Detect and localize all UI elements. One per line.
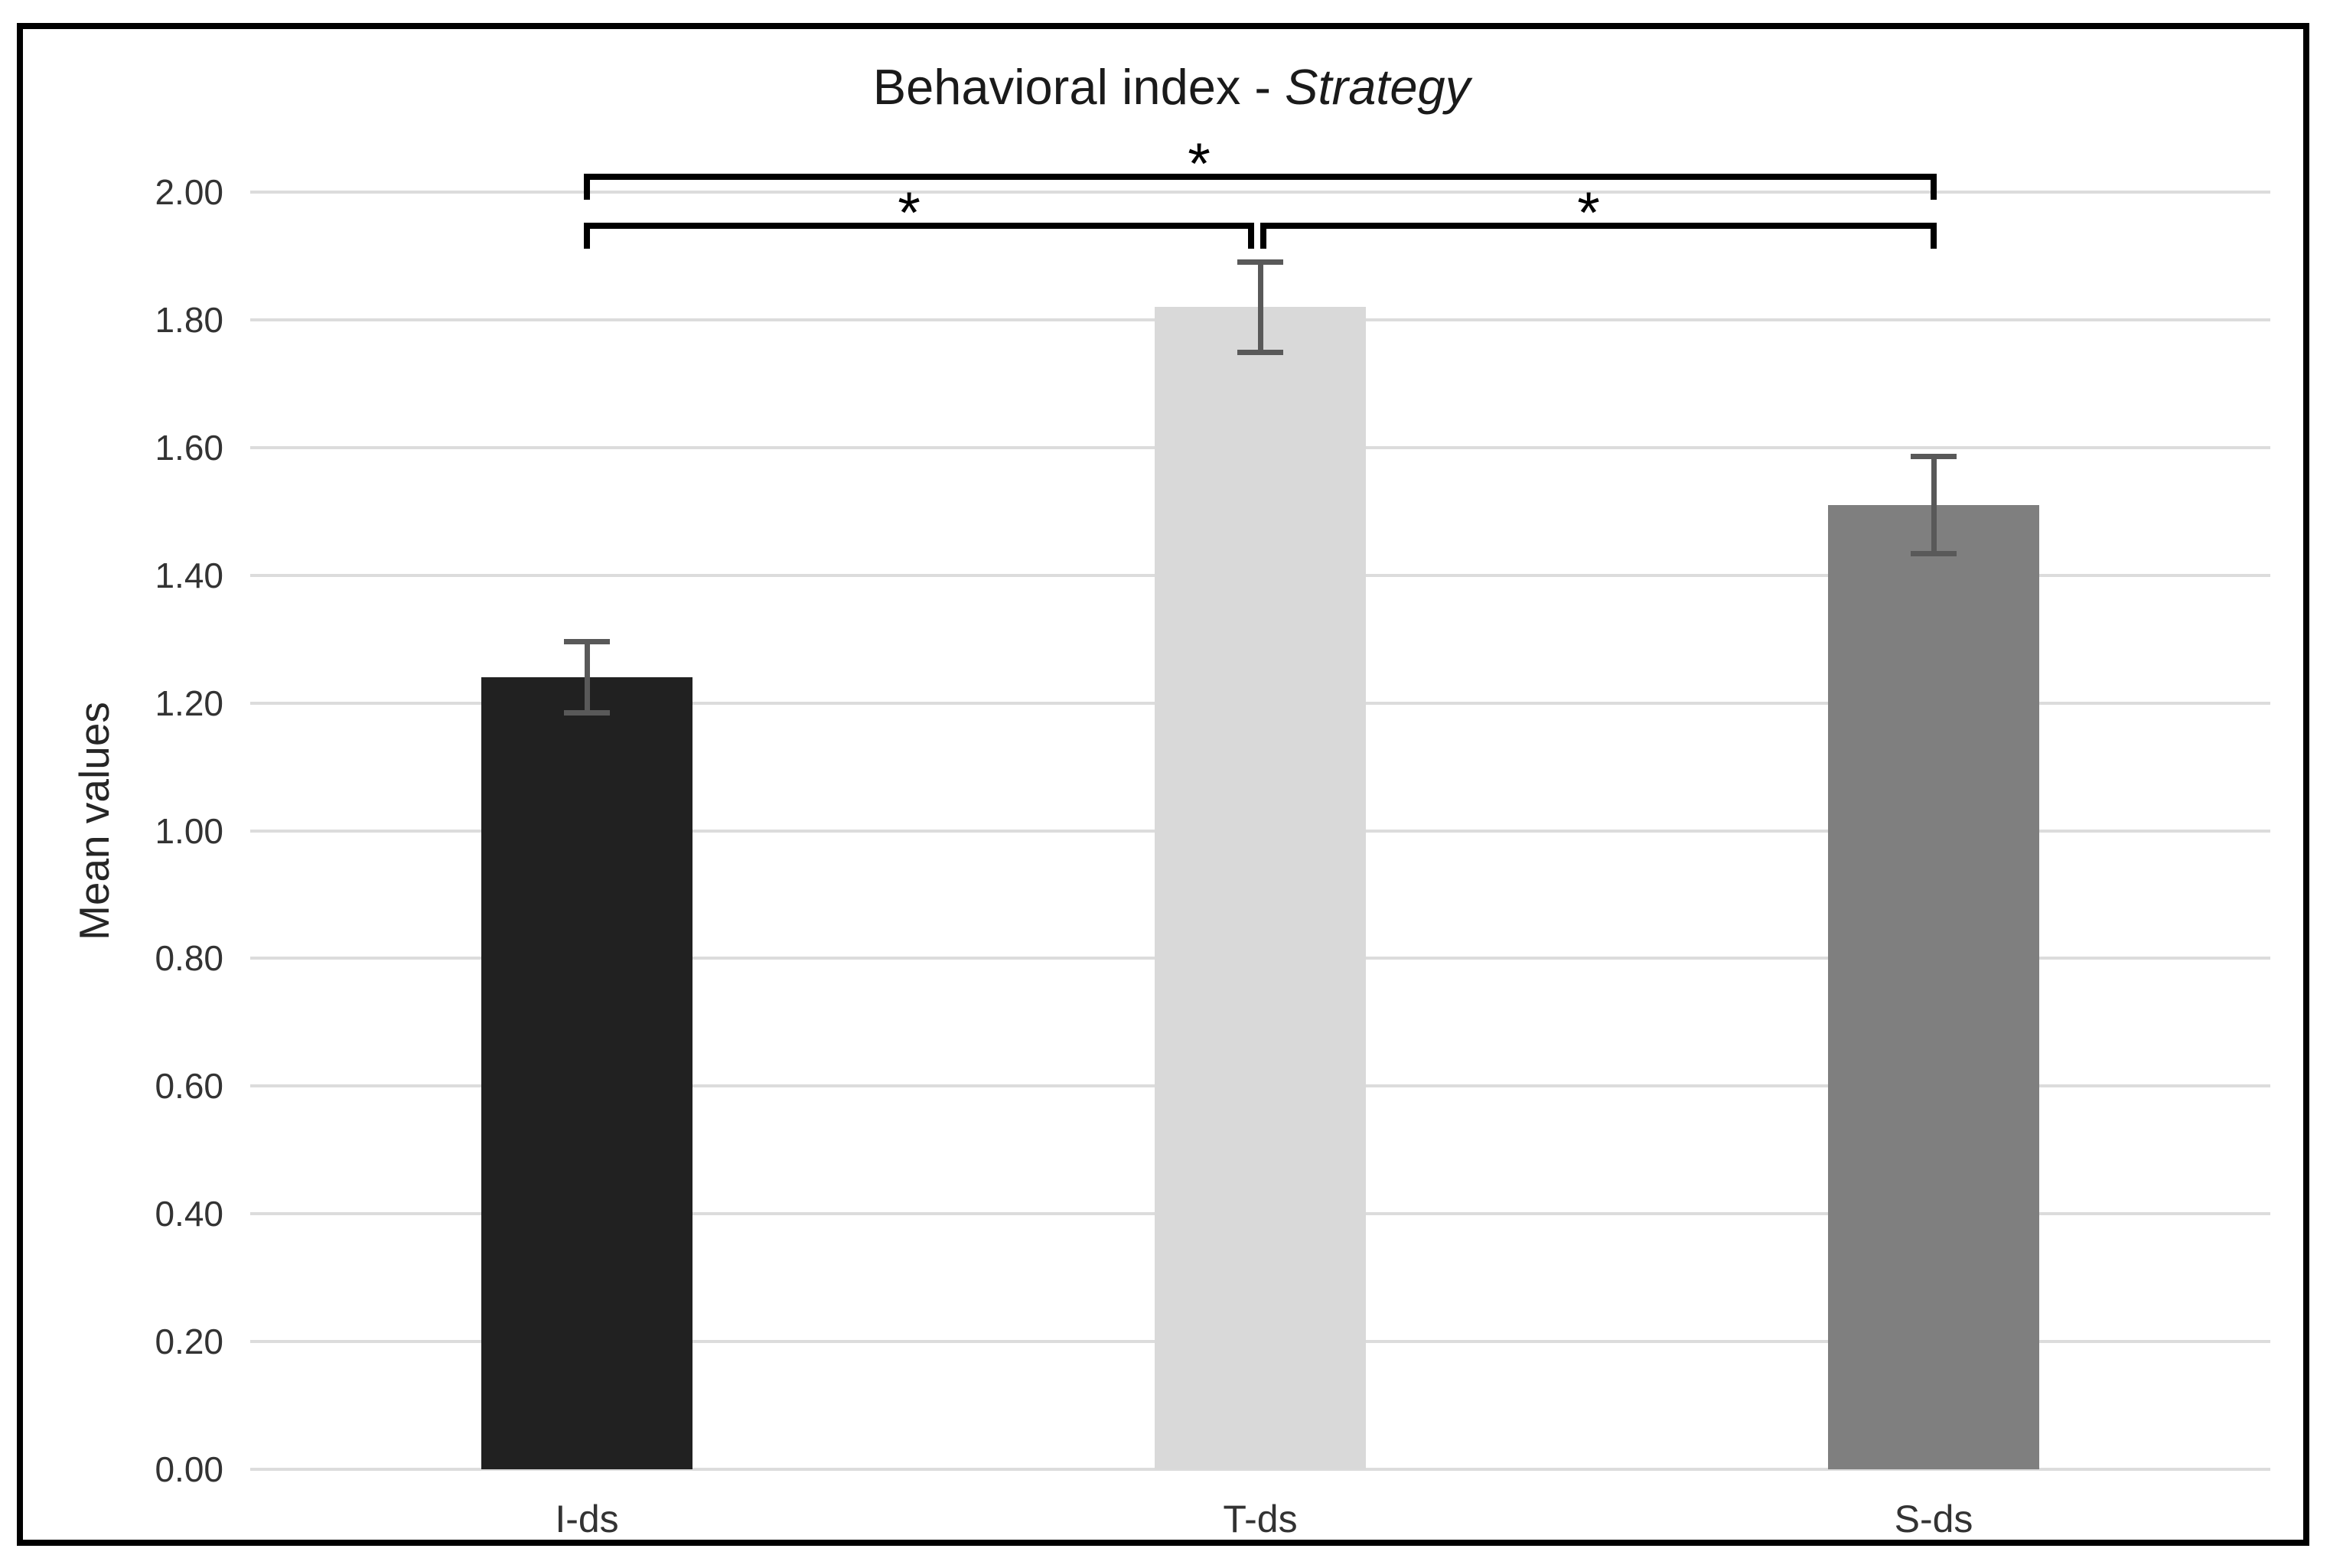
- chart-title-prefix: Behavioral index -: [872, 59, 1286, 115]
- y-axis-tick-label: 1.80: [155, 299, 223, 340]
- y-axis-tick-label: 2.00: [155, 172, 223, 212]
- significance-bracket-tick: [1260, 223, 1266, 249]
- significance-bracket-line: [584, 174, 1937, 180]
- error-bar-cap: [1237, 349, 1283, 355]
- error-bar-cap: [1911, 454, 1957, 460]
- bar: [1828, 504, 2039, 1469]
- significance-bracket-tick: [1931, 223, 1937, 249]
- chart-title-emphasis: Strategy: [1285, 59, 1471, 115]
- error-bar: [584, 639, 590, 716]
- gridline: [250, 191, 2270, 194]
- x-axis-category-label: I-ds: [555, 1498, 619, 1540]
- significance-bracket-line: [584, 223, 1254, 229]
- y-axis-tick-label: 1.00: [155, 810, 223, 851]
- gridline: [250, 1468, 2270, 1471]
- significance-bracket-tick: [1931, 174, 1937, 200]
- y-axis-tick-label: 0.00: [155, 1449, 223, 1489]
- x-axis-category-label: S-ds: [1894, 1498, 1973, 1540]
- significance-asterisk: *: [1577, 181, 1600, 246]
- significance-asterisk: *: [898, 181, 921, 246]
- error-bar-cap: [1911, 550, 1957, 556]
- y-axis-tick-label: 0.40: [155, 1194, 223, 1234]
- significance-bracket-tick: [584, 223, 590, 249]
- y-axis-tick-label: 1.40: [155, 555, 223, 595]
- y-axis-tick-label: 1.60: [155, 427, 223, 468]
- significance-asterisk: *: [1188, 132, 1211, 197]
- y-axis-tick-label: 1.20: [155, 683, 223, 723]
- bar: [1155, 307, 1366, 1469]
- significance-bracket-tick: [584, 174, 590, 200]
- error-bar: [1257, 259, 1263, 355]
- bar: [481, 677, 692, 1469]
- error-bar: [1931, 454, 1937, 556]
- y-axis-tick-label: 0.60: [155, 1066, 223, 1107]
- error-bar-cap: [564, 639, 610, 645]
- error-bar-cap: [1237, 259, 1283, 265]
- y-axis-tick-label: 0.80: [155, 938, 223, 979]
- significance-bracket-line: [1260, 223, 1937, 229]
- error-bar-cap: [564, 710, 610, 716]
- chart-title: Behavioral index - Strategy: [873, 60, 1470, 115]
- significance-bracket-tick: [1248, 223, 1254, 249]
- y-axis-tick-label: 0.20: [155, 1322, 223, 1362]
- x-axis-category-label: T-ds: [1223, 1498, 1298, 1540]
